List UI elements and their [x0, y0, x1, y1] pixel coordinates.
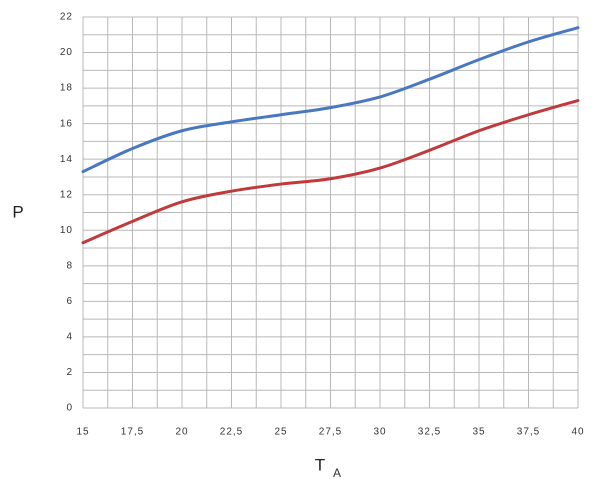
x-tick-label: 32,5 [418, 427, 441, 438]
x-tick-label: 37,5 [517, 427, 540, 438]
y-tick-label: 6 [66, 296, 73, 307]
x-tick-label: 27,5 [319, 427, 342, 438]
y-tick-label: 0 [66, 403, 73, 414]
x-tick-label: 20 [175, 427, 188, 438]
y-tick-label: 14 [60, 154, 73, 165]
x-tick-label: 30 [373, 427, 386, 438]
x-tick-label: 40 [571, 427, 584, 438]
y-tick-label: 10 [60, 225, 73, 236]
y-axis-title: P [12, 202, 23, 221]
y-tick-label: 2 [66, 367, 73, 378]
y-tick-label: 22 [60, 12, 73, 23]
y-tick-label: 8 [66, 260, 73, 271]
x-tick-label: 17,5 [121, 427, 144, 438]
y-tick-label: 16 [60, 118, 73, 129]
y-tick-label: 20 [60, 47, 73, 58]
x-tick-label: 22,5 [220, 427, 243, 438]
y-tick-label: 4 [66, 332, 73, 343]
x-tick-label: 15 [76, 427, 89, 438]
y-tick-label: 12 [60, 189, 73, 200]
x-tick-label: 25 [274, 427, 287, 438]
line-series [81, 99, 580, 245]
x-axis-subscript: A [333, 466, 341, 480]
x-axis-title: T [315, 455, 325, 474]
y-tick-label: 18 [60, 83, 73, 94]
line-series [81, 26, 580, 174]
x-tick-label: 35 [472, 427, 485, 438]
